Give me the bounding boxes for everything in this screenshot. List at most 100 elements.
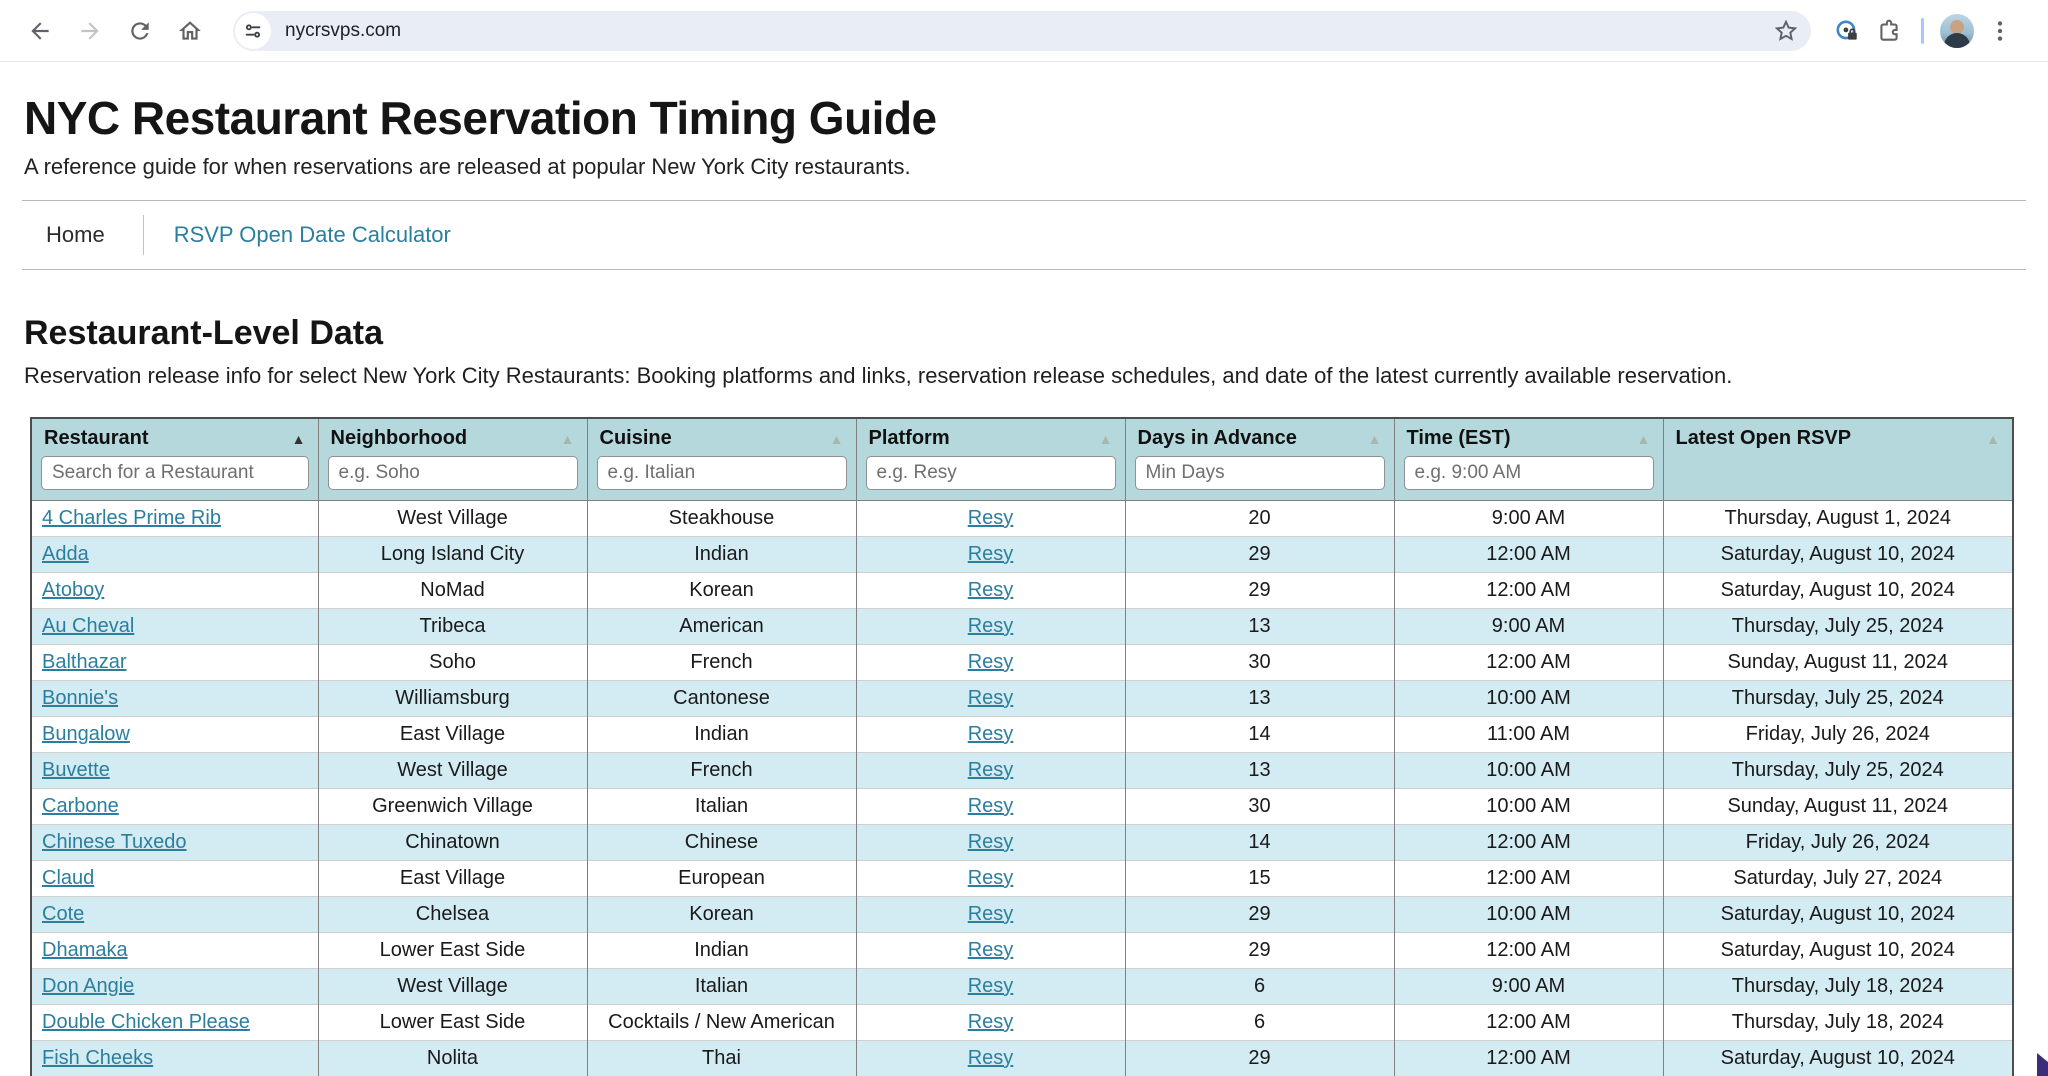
sort-arrow-icon[interactable]: ▲ — [560, 430, 575, 447]
reload-button[interactable] — [127, 18, 153, 44]
bookmark-star-icon[interactable] — [1773, 18, 1799, 44]
table-row: Cote Chelsea Korean Resy 29 10:00 AM Sat… — [31, 896, 2013, 933]
time-filter-input[interactable] — [1403, 456, 1654, 490]
home-icon — [179, 20, 201, 40]
platform-link[interactable]: Resy — [967, 939, 1014, 961]
restaurant-link[interactable]: Bonnie's — [42, 687, 119, 709]
column-header-latest-rsvp[interactable]: Latest Open RSVP ▲ — [1662, 418, 2013, 454]
site-info-chip[interactable] — [235, 12, 271, 49]
column-header-cuisine[interactable]: Cuisine ▲ — [586, 418, 856, 454]
restaurant-link[interactable]: Don Angie — [42, 975, 135, 997]
cuisine-cell: French — [586, 752, 856, 789]
nav-item-home[interactable]: Home — [46, 222, 105, 247]
restaurant-link[interactable]: Bungalow — [42, 723, 130, 745]
restaurant-link[interactable]: Chinese Tuxedo — [42, 831, 187, 853]
restaurant-link[interactable]: 4 Charles Prime Rib — [42, 507, 221, 529]
extensions-icon — [1880, 19, 1898, 41]
sort-arrow-icon[interactable]: ▲ — [291, 430, 306, 447]
latest-rsvp-cell: Thursday, July 18, 2024 — [1662, 968, 2013, 1005]
platform-link[interactable]: Resy — [967, 867, 1014, 889]
time-cell: 9:00 AM — [1393, 608, 1663, 645]
forward-button[interactable] — [77, 18, 103, 44]
latest-rsvp-cell: Thursday, July 25, 2024 — [1662, 608, 2013, 645]
restaurant-link[interactable]: Au Cheval — [42, 615, 135, 637]
restaurant-link[interactable]: Carbone — [42, 795, 119, 817]
days-in-advance-cell: 29 — [1124, 896, 1394, 933]
time-cell: 12:00 AM — [1393, 1040, 1663, 1076]
platform-link[interactable]: Resy — [967, 507, 1014, 529]
table-row: Balthazar Soho French Resy 30 12:00 AM S… — [31, 644, 2013, 681]
neighborhood-cell: Lower East Side — [317, 932, 587, 969]
back-button[interactable] — [27, 18, 53, 44]
days-filter-input[interactable] — [1134, 456, 1385, 490]
column-header-neighborhood[interactable]: Neighborhood ▲ — [317, 418, 587, 454]
platform-link[interactable]: Resy — [967, 579, 1014, 601]
latest-rsvp-cell: Saturday, August 10, 2024 — [1662, 1040, 2013, 1076]
platform-link[interactable]: Resy — [967, 723, 1014, 745]
platform-link[interactable]: Resy — [967, 543, 1014, 565]
latest-rsvp-cell: Thursday, July 18, 2024 — [1662, 1004, 2013, 1041]
column-header-platform[interactable]: Platform ▲ — [855, 418, 1125, 454]
platform-link[interactable]: Resy — [967, 651, 1014, 673]
days-in-advance-cell: 29 — [1124, 572, 1394, 609]
latest-rsvp-cell: Thursday, August 1, 2024 — [1662, 500, 2013, 537]
platform-link[interactable]: Resy — [967, 903, 1014, 925]
restaurant-link[interactable]: Fish Cheeks — [42, 1046, 154, 1069]
restaurant-link[interactable]: Dhamaka — [42, 939, 128, 961]
days-in-advance-cell: 14 — [1124, 824, 1394, 861]
time-cell: 11:00 AM — [1393, 716, 1663, 753]
restaurant-link[interactable]: Claud — [42, 867, 95, 889]
extensions-button[interactable] — [1876, 18, 1902, 44]
toolbar-divider — [1921, 17, 1924, 44]
sort-arrow-icon[interactable]: ▲ — [1986, 430, 2000, 447]
platform-link[interactable]: Resy — [967, 687, 1014, 709]
time-cell: 10:00 AM — [1393, 680, 1663, 717]
nav-item-calculator[interactable]: RSVP Open Date Calculator — [173, 222, 451, 247]
sort-arrow-icon[interactable]: ▲ — [1367, 430, 1382, 447]
latest-rsvp-filter-cell — [1662, 454, 2013, 501]
platform-link[interactable]: Resy — [967, 1011, 1014, 1033]
restaurant-link[interactable]: Adda — [42, 543, 89, 565]
neighborhood-cell: Greenwich Village — [317, 788, 587, 825]
table-row: Don Angie West Village Italian Resy 6 9:… — [31, 968, 2013, 1005]
restaurant-link[interactable]: Buvette — [42, 759, 110, 781]
cuisine-cell: Korean — [586, 572, 856, 609]
column-header-restaurant[interactable]: Restaurant ▲ — [31, 418, 318, 454]
restaurant-link[interactable]: Balthazar — [42, 651, 127, 673]
platform-link[interactable]: Resy — [967, 975, 1014, 997]
restaurant-filter-input[interactable] — [41, 456, 309, 490]
platform-filter-input[interactable] — [865, 456, 1116, 490]
platform-link[interactable]: Resy — [967, 615, 1014, 637]
platform-link[interactable]: Resy — [967, 759, 1014, 781]
cuisine-filter-input[interactable] — [596, 456, 847, 490]
neighborhood-filter-input[interactable] — [327, 456, 578, 490]
cuisine-cell: American — [586, 608, 856, 645]
platform-link[interactable]: Resy — [967, 795, 1014, 817]
table-row: Buvette West Village French Resy 13 10:0… — [31, 752, 2013, 789]
neighborhood-cell: Nolita — [317, 1040, 587, 1076]
latest-rsvp-cell: Sunday, August 11, 2024 — [1662, 644, 2013, 681]
days-in-advance-cell: 29 — [1124, 536, 1394, 573]
url-text[interactable]: nycrsvps.com — [285, 19, 402, 41]
url-bar[interactable]: nycrsvps.com — [233, 10, 1811, 51]
neighborhood-cell: Williamsburg — [317, 680, 587, 717]
divider — [22, 269, 2026, 270]
restaurant-link[interactable]: Cote — [42, 903, 85, 925]
table-row: 4 Charles Prime Rib West Village Steakho… — [31, 500, 2013, 537]
sort-arrow-icon[interactable]: ▲ — [829, 430, 844, 447]
column-header-time[interactable]: Time (EST) ▲ — [1393, 418, 1663, 454]
neighborhood-cell: Long Island City — [317, 536, 587, 573]
sort-arrow-icon[interactable]: ▲ — [1636, 430, 1651, 447]
home-button[interactable] — [177, 18, 203, 44]
days-in-advance-cell: 29 — [1124, 932, 1394, 969]
restaurant-link[interactable]: Double Chicken Please — [42, 1011, 250, 1033]
platform-link[interactable]: Resy — [967, 831, 1014, 853]
platform-link[interactable]: Resy — [967, 1046, 1014, 1069]
profile-avatar[interactable] — [1940, 13, 1974, 48]
column-header-days[interactable]: Days in Advance ▲ — [1124, 418, 1394, 454]
sort-arrow-icon[interactable]: ▲ — [1098, 430, 1113, 447]
latest-rsvp-cell: Thursday, July 25, 2024 — [1662, 680, 2013, 717]
password-manager-button[interactable] — [1834, 18, 1860, 44]
browser-menu-button[interactable] — [1987, 18, 2013, 44]
restaurant-link[interactable]: Atoboy — [42, 579, 105, 601]
